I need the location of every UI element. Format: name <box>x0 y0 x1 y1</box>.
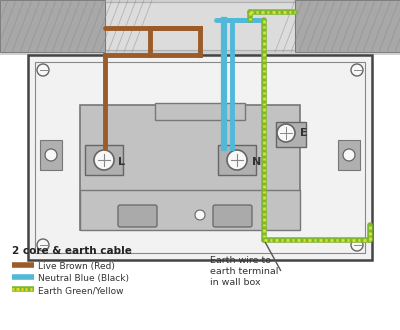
Text: Live Brown (Red): Live Brown (Red) <box>38 262 115 272</box>
Bar <box>276 122 306 147</box>
Bar <box>0 0 400 55</box>
Circle shape <box>351 239 363 251</box>
Text: Neutral Blue (Black): Neutral Blue (Black) <box>38 275 129 283</box>
FancyBboxPatch shape <box>213 205 252 227</box>
Bar <box>105 2 295 50</box>
Circle shape <box>195 210 205 220</box>
Text: earth terminal: earth terminal <box>210 267 278 276</box>
Circle shape <box>37 239 49 251</box>
Bar <box>40 140 62 170</box>
Text: in wall box: in wall box <box>210 278 261 287</box>
Circle shape <box>351 64 363 76</box>
Bar <box>28 55 372 260</box>
Bar <box>80 190 300 230</box>
Bar <box>155 103 245 120</box>
Bar <box>35 62 365 253</box>
Text: 2 core & earth cable: 2 core & earth cable <box>12 246 132 256</box>
Text: E: E <box>300 128 308 138</box>
Bar <box>85 145 123 175</box>
Bar <box>0 0 105 52</box>
Circle shape <box>94 150 114 170</box>
Bar <box>338 140 360 170</box>
Circle shape <box>343 149 355 161</box>
Text: Earth wire to: Earth wire to <box>210 256 271 265</box>
FancyBboxPatch shape <box>118 205 157 227</box>
Text: L: L <box>118 157 125 167</box>
Circle shape <box>227 150 247 170</box>
Circle shape <box>277 124 295 142</box>
Bar <box>218 145 256 175</box>
Circle shape <box>45 149 57 161</box>
Bar <box>80 105 300 230</box>
Text: Earth Green/Yellow: Earth Green/Yellow <box>38 286 124 295</box>
Bar <box>295 0 400 52</box>
Circle shape <box>37 64 49 76</box>
Text: N: N <box>252 157 261 167</box>
